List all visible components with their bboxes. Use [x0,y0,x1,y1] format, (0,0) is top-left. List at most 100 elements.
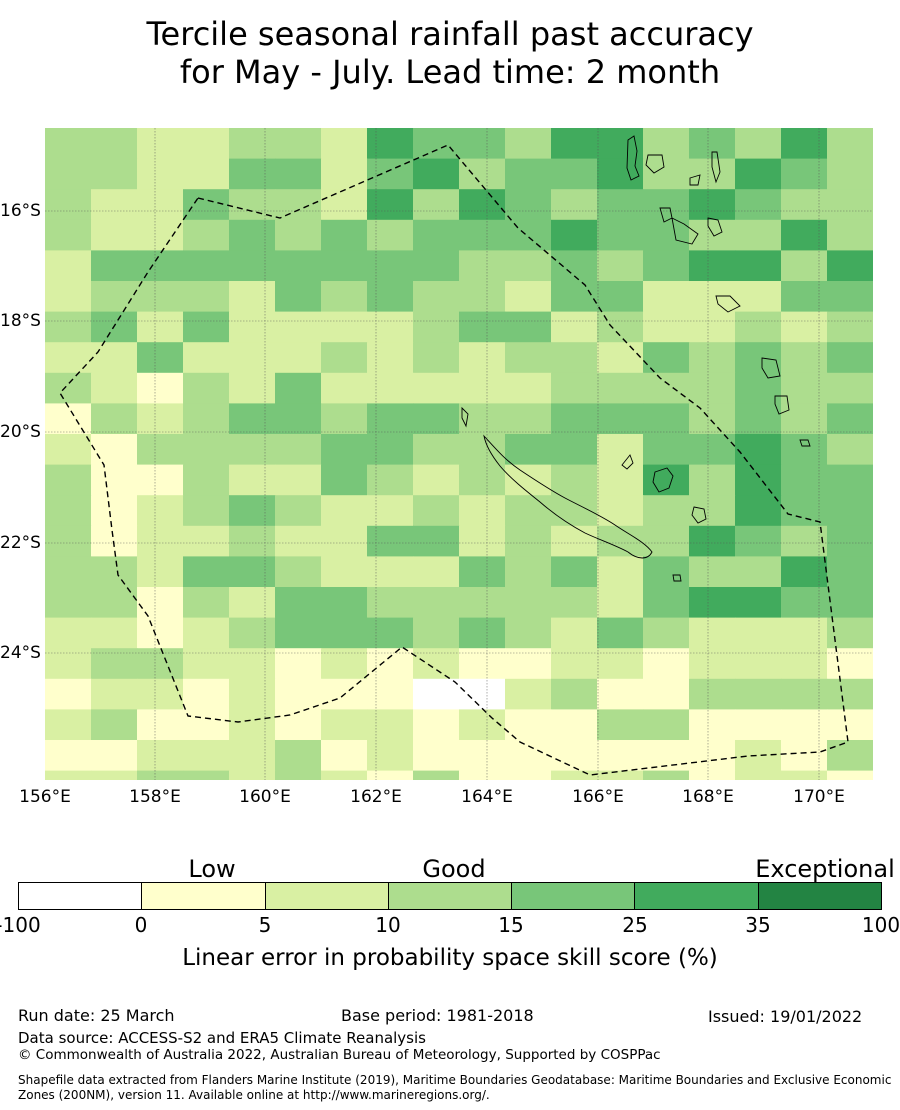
shapefile-credit-1: Shapefile data extracted from Flanders M… [18,1073,892,1087]
skill-cell [505,556,552,588]
skill-cell [781,587,828,619]
colorbar-segment [19,883,143,909]
skill-cell [321,403,368,435]
skill-cell [689,372,736,404]
skill-cell [183,617,230,649]
skill-cell [137,587,184,619]
skill-cell [45,434,92,466]
colorbar-segment [758,883,881,909]
skill-cell [505,648,552,680]
skill-cell [643,311,690,343]
colorbar-label: Linear error in probability space skill … [182,945,718,971]
skill-cell [91,556,138,588]
skill-cell [91,158,138,190]
skill-cell [321,617,368,649]
skill-cell [689,219,736,251]
skill-cell [183,342,230,374]
skill-cell [735,678,782,710]
skill-cell [137,189,184,221]
skill-cell [551,403,598,435]
skill-cell [183,158,230,190]
skill-cell [183,587,230,619]
colorbar-segment [388,883,513,909]
skill-cell [229,434,276,466]
skill-cell [367,403,414,435]
skill-cell [321,128,368,160]
skill-cell [413,495,460,527]
skill-cell [643,495,690,527]
skill-cell [229,250,276,282]
skill-cell [643,403,690,435]
skill-cell [367,556,414,588]
skill-cell [597,372,644,404]
skill-cell [735,250,782,282]
skill-cell [45,158,92,190]
skill-cell [275,770,322,780]
colorbar-segment [265,883,389,909]
skill-cell [689,311,736,343]
skill-cell [827,556,873,588]
skill-cell [367,128,414,160]
skill-cell [275,189,322,221]
skill-cell [505,495,552,527]
skill-cell [137,678,184,710]
skill-cell [781,740,828,772]
skill-cell [367,311,414,343]
skill-cell [137,648,184,680]
skill-cell [229,403,276,435]
skill-cell [551,770,598,780]
skill-cell [413,709,460,741]
skill-cell [643,250,690,282]
skill-cell [321,189,368,221]
skill-cell [367,434,414,466]
skill-cell [735,464,782,496]
lat-label-24s: 24°S [0,643,41,663]
skill-cell [781,709,828,741]
skill-cell [735,342,782,374]
skill-cell [735,158,782,190]
skill-cell [597,250,644,282]
skill-cell [413,372,460,404]
skill-cell [781,678,828,710]
skill-cell [827,770,873,780]
skill-cell [321,464,368,496]
skill-cell [275,342,322,374]
chart-title-line-2: for May - July. Lead time: 2 month [179,53,721,91]
skill-cell [505,770,552,780]
skill-cell [183,648,230,680]
skill-cell [505,189,552,221]
skill-cell [413,648,460,680]
chart-title-line-1: Tercile seasonal rainfall past accuracy [146,15,754,53]
skill-cell [735,189,782,221]
skill-cell [137,403,184,435]
skill-cell [229,556,276,588]
skill-cell [827,525,873,557]
skill-cell [827,464,873,496]
colorbar-tick: 25 [622,913,648,937]
legend-category-good: Good [422,855,486,883]
skill-cell [643,219,690,251]
skill-cell [643,678,690,710]
skill-cell [413,525,460,557]
skill-cell [505,740,552,772]
skill-cell [91,342,138,374]
skill-cell [689,495,736,527]
skill-cell [45,525,92,557]
skill-cell [229,342,276,374]
skill-cell [735,434,782,466]
skill-cell [505,311,552,343]
skill-cell [459,648,506,680]
skill-cell [551,617,598,649]
skill-cell [45,770,92,780]
skill-cell [689,556,736,588]
coastlines [461,135,811,582]
skill-cell [689,587,736,619]
skill-cell [689,617,736,649]
skill-cell [551,709,598,741]
skill-cell [643,617,690,649]
skill-grid [45,128,873,780]
skill-cell [321,219,368,251]
skill-cell [413,770,460,780]
colorbar-tick: 5 [258,913,272,937]
skill-cell [459,311,506,343]
